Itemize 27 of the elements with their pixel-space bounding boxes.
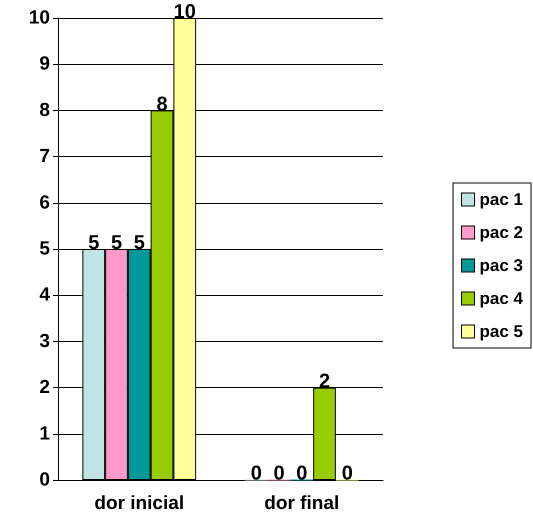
y-tick-label: 8 xyxy=(39,100,50,121)
data-label: 5 xyxy=(110,232,122,254)
y-tick-label: 10 xyxy=(28,8,50,28)
y-tick-label: 0 xyxy=(39,470,50,490)
y-tick-label: 3 xyxy=(39,330,50,352)
data-label: 5 xyxy=(88,232,100,254)
data-label: 0 xyxy=(342,462,353,484)
y-tick-label: 7 xyxy=(39,146,50,168)
legend-label: pac 5 xyxy=(480,322,524,341)
data-label: 0 xyxy=(296,462,308,484)
data-label: 0 xyxy=(250,462,262,484)
legend-label: pac 3 xyxy=(480,256,524,275)
y-tick-label: 9 xyxy=(39,54,50,75)
y-tick-label: 6 xyxy=(39,192,50,214)
y-tick-label: 2 xyxy=(39,377,50,398)
x-tick-label: dor inicial xyxy=(94,493,184,514)
data-label: 8 xyxy=(156,93,168,116)
legend-label: pac 1 xyxy=(480,190,524,209)
y-tick-label: 1 xyxy=(39,423,50,444)
data-label: 5 xyxy=(134,232,145,254)
data-label: 10 xyxy=(174,1,196,23)
legend-label: pac 4 xyxy=(480,289,524,308)
x-tick-label: dor final xyxy=(264,493,340,514)
data-label: 0 xyxy=(273,462,285,484)
legend-label: pac 2 xyxy=(480,223,524,242)
y-tick-label: 4 xyxy=(39,284,50,306)
y-tick-label: 5 xyxy=(39,238,50,260)
